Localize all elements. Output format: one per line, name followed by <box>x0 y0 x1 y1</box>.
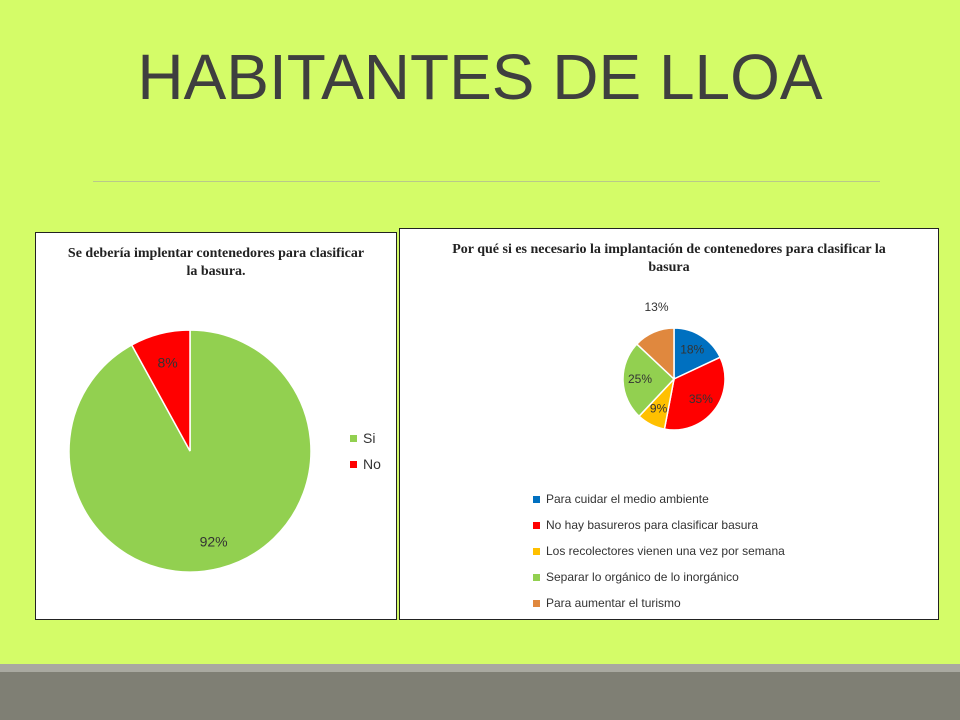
title-divider <box>93 181 880 182</box>
pie-data-label-2: 8% <box>158 355 178 371</box>
legend-item-2: No <box>350 451 381 477</box>
pie-data-label-2: 35% <box>689 392 713 406</box>
legend-swatch-3 <box>533 547 540 555</box>
chart-panel-right: Por qué si es necesario la implantación … <box>399 228 939 620</box>
pie-slice-2 <box>663 356 726 431</box>
legend-label-4: Separar lo orgánico de lo inorgánico <box>546 570 739 584</box>
pie-data-label-4: 25% <box>628 372 652 386</box>
legend-swatch-2 <box>533 521 540 529</box>
legend-swatch-1 <box>533 495 540 503</box>
pie-chart-left: 92% 8% <box>68 329 312 573</box>
legend-label-1: Si <box>363 430 376 446</box>
legend-item-4: Separar lo orgánico de lo inorgánico <box>533 564 785 590</box>
pie-slice-1 <box>673 327 722 381</box>
pie-data-label-1: 18% <box>680 342 704 356</box>
legend-left: Si No <box>350 425 381 477</box>
legend-item-3: Los recolectores vienen una vez por sema… <box>533 538 785 564</box>
legend-swatch-1 <box>350 434 357 442</box>
footer-stripe <box>0 664 960 672</box>
legend-swatch-2 <box>350 460 357 468</box>
chart-title-right: Por qué si es necesario la implantación … <box>452 242 886 275</box>
pie-data-label-5: 13% <box>644 300 668 314</box>
pie-slice-2 <box>130 329 191 452</box>
legend-right: Para cuidar el medio ambiente No hay basu… <box>533 486 785 616</box>
legend-label-2: No <box>363 456 381 472</box>
chart-title-left: Se debería implentar contenedores para c… <box>67 246 365 279</box>
legend-item-1: Para cuidar el medio ambiente <box>533 486 785 512</box>
legend-item-5: Para aumentar el turismo <box>533 590 785 616</box>
legend-swatch-4 <box>533 573 540 581</box>
legend-label-5: Para aumentar el turismo <box>546 596 681 610</box>
legend-swatch-5 <box>533 599 540 607</box>
pie-data-label-3: 9% <box>650 401 668 415</box>
legend-item-1: Si <box>350 425 381 451</box>
legend-item-2: No hay basureros para clasificar basura <box>533 512 785 538</box>
legend-label-1: Para cuidar el medio ambiente <box>546 492 709 506</box>
pie-chart-right: 18% 35% 9% 25% 13% <box>622 300 726 431</box>
footer-band <box>0 664 960 720</box>
legend-label-3: Los recolectores vienen una vez por sema… <box>546 544 785 558</box>
pie-slice-5 <box>635 327 675 381</box>
slide-title: HABITANTES DE LLOA <box>137 41 823 113</box>
chart-panel-left: Se debería implentar contenedores para c… <box>35 232 397 620</box>
pie-data-label-1: 92% <box>200 534 228 550</box>
legend-label-2: No hay basureros para clasificar basura <box>546 518 759 532</box>
pie-slice-4 <box>622 343 676 418</box>
